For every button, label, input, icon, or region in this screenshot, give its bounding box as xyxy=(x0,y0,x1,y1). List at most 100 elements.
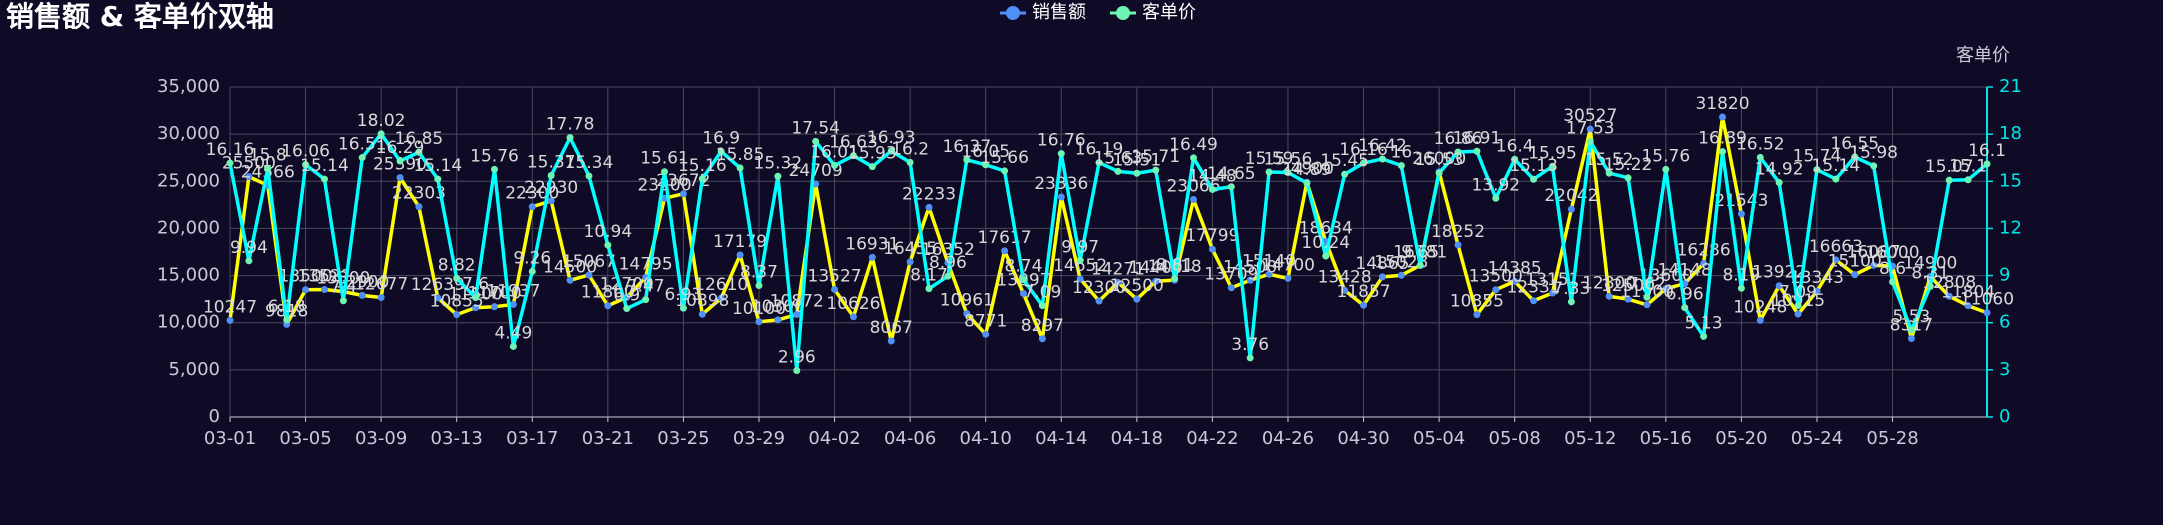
data-label: 16.91 xyxy=(1453,128,1502,148)
data-label: 15.1 xyxy=(1949,157,1987,177)
data-label: 10100 xyxy=(732,299,786,319)
x-tick-label: 05-24 xyxy=(1791,428,1843,449)
data-label: 15.59 xyxy=(1245,149,1294,169)
data-label: 31820 xyxy=(1695,94,1749,114)
data-point xyxy=(1397,271,1405,279)
data-label: 12800 xyxy=(1582,273,1636,293)
data-point xyxy=(1851,271,1859,279)
data-point xyxy=(963,310,971,318)
data-point xyxy=(1303,179,1311,187)
legend: 销售额 客单价 xyxy=(1000,2,1196,23)
data-point xyxy=(1775,282,1783,290)
data-label: 16.01 xyxy=(810,142,859,162)
data-point xyxy=(453,311,461,319)
data-point xyxy=(1700,259,1708,267)
data-label: 15067 xyxy=(562,252,616,272)
x-tick-label: 03-09 xyxy=(355,428,407,449)
x-tick-label: 05-08 xyxy=(1489,428,1541,449)
data-point xyxy=(1360,301,1368,309)
x-tick-label: 05-28 xyxy=(1866,428,1918,449)
data-point xyxy=(1114,167,1122,175)
data-point xyxy=(585,172,593,180)
data-label: 16663 xyxy=(1809,237,1863,257)
data-point xyxy=(415,148,423,156)
data-point xyxy=(547,197,555,205)
data-point xyxy=(396,157,404,165)
data-label: 15.93 xyxy=(848,144,897,164)
data-label: 16.2 xyxy=(891,139,929,159)
data-point xyxy=(925,285,933,293)
data-point xyxy=(585,271,593,279)
data-label: 16.52 xyxy=(1736,134,1785,154)
data-label: 15.76 xyxy=(1641,146,1690,166)
data-point xyxy=(1983,160,1991,168)
data-point xyxy=(1907,335,1915,343)
data-label: 10855 xyxy=(430,292,484,312)
data-point xyxy=(1057,150,1065,158)
data-point xyxy=(509,300,517,308)
x-tick-label: 04-18 xyxy=(1111,428,1163,449)
data-label: 15.14 xyxy=(300,156,349,176)
y2-tick-label: 9 xyxy=(1999,265,2010,286)
data-label: 17617 xyxy=(978,228,1032,248)
data-label: 16 xyxy=(1391,143,1413,163)
data-point xyxy=(1152,166,1160,174)
data-label: 26000 xyxy=(1412,149,1466,169)
data-point xyxy=(1983,309,1991,317)
data-point xyxy=(566,134,574,142)
data-point xyxy=(1076,275,1084,283)
data-label: 6.18 xyxy=(268,297,306,317)
data-point xyxy=(755,281,763,289)
data-label: 7.09 xyxy=(1023,283,1061,303)
data-point xyxy=(1038,335,1046,343)
data-point xyxy=(1511,155,1519,163)
data-label: 15.56 xyxy=(1264,149,1313,169)
data-point xyxy=(1322,252,1330,260)
data-label: 16.9 xyxy=(702,128,740,148)
x-tick-label: 05-16 xyxy=(1640,428,1692,449)
data-label: 16.16 xyxy=(1339,140,1388,160)
data-label: 15.13 xyxy=(1509,156,1558,176)
data-point xyxy=(1964,302,1972,310)
data-point xyxy=(1397,162,1405,170)
data-label: 12808 xyxy=(1922,273,1976,293)
data-point xyxy=(472,294,480,302)
data-label: 22042 xyxy=(1544,186,1598,206)
legend-label: 销售额 xyxy=(1032,2,1086,23)
data-point xyxy=(302,286,310,294)
data-label: 14.48 xyxy=(1188,166,1237,186)
data-point xyxy=(1208,245,1216,253)
data-point xyxy=(1775,179,1783,187)
data-point xyxy=(1284,168,1292,176)
y-tick-label: 0 xyxy=(209,406,220,427)
data-point xyxy=(1341,170,1349,178)
data-point xyxy=(302,161,310,169)
data-point xyxy=(226,316,234,324)
data-label: 15.37 xyxy=(527,152,576,172)
data-point xyxy=(623,305,631,313)
data-label: 11857 xyxy=(1337,282,1391,302)
data-point xyxy=(1737,210,1745,218)
data-label: 14795 xyxy=(619,255,673,275)
data-point xyxy=(1019,290,1027,298)
x-tick-label: 03-01 xyxy=(204,428,256,449)
data-point xyxy=(1945,176,1953,184)
data-label: 13709 xyxy=(1204,265,1258,285)
data-label: 8.31 xyxy=(1911,263,1949,283)
data-point xyxy=(982,330,990,338)
data-label: 3.76 xyxy=(1231,335,1269,355)
data-label: 14385 xyxy=(1488,258,1542,278)
data-point xyxy=(1114,278,1122,286)
data-point xyxy=(1889,278,1897,286)
data-label: 15.74 xyxy=(1793,147,1842,167)
data-label: 15.32 xyxy=(754,153,803,173)
data-label: 12677 xyxy=(354,274,408,294)
data-point xyxy=(1038,302,1046,310)
data-point xyxy=(1681,304,1689,312)
y2-tick-label: 6 xyxy=(1999,312,2010,333)
data-point xyxy=(1813,166,1821,174)
data-point xyxy=(1227,183,1235,191)
data-label: 14700 xyxy=(1261,255,1315,275)
data-point xyxy=(1737,284,1745,292)
data-label: 15.85 xyxy=(716,145,765,165)
